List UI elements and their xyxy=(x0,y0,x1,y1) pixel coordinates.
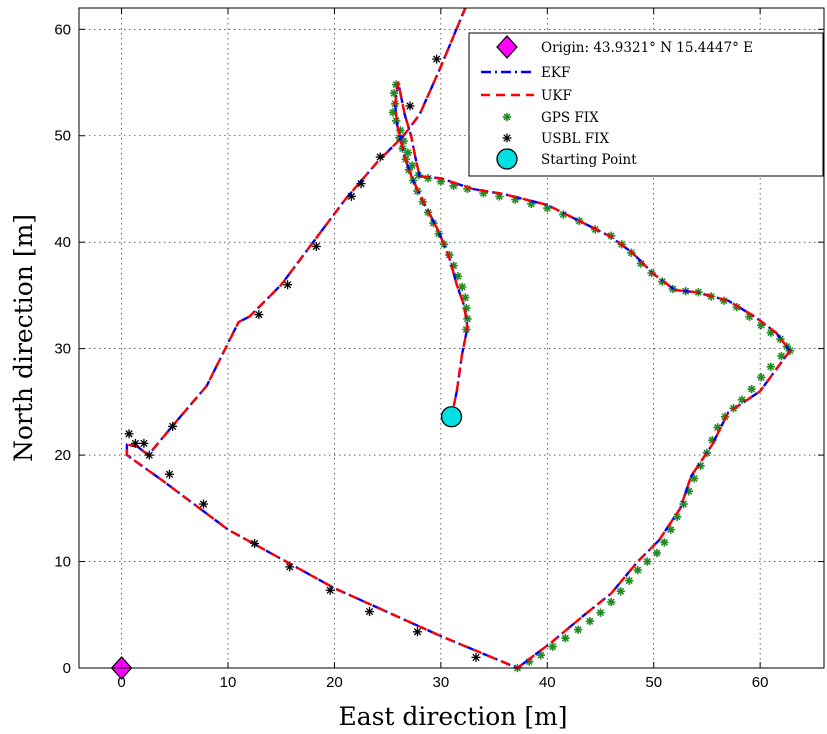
legend-entry-ekf: EKF xyxy=(481,65,570,81)
y-tick-label: 60 xyxy=(54,21,71,38)
starting-point-marker xyxy=(440,406,463,428)
gps-fix-point xyxy=(463,314,472,324)
x-tick-label: 30 xyxy=(433,674,450,691)
legend-label: Origin: 43.9321° N 15.4447° E xyxy=(541,40,753,56)
usbl-fix-point xyxy=(471,652,481,662)
gps-fix-point xyxy=(561,633,570,643)
gps-fix-point xyxy=(747,384,756,394)
legend: Origin: 43.9321° N 15.4447° E EKF UKF GPS F… xyxy=(468,32,824,177)
legend-entry-usbl: USBL FIX xyxy=(502,131,610,147)
gps-fix-point xyxy=(660,538,669,547)
x-tick-label: 50 xyxy=(645,674,662,691)
gps-fix-point xyxy=(633,565,642,575)
gps-fix-point xyxy=(757,373,766,382)
axis-ticks: 0 10 20 30 40 50 60 0 10 20 30 40 50 60 xyxy=(54,8,824,691)
usbl-fix-point xyxy=(130,438,140,448)
gps-fix-point xyxy=(596,608,605,617)
usbl-fix-point xyxy=(412,627,422,637)
usbl-fix-point xyxy=(356,179,366,189)
gps-fix-point xyxy=(606,597,616,607)
legend-label: EKF xyxy=(541,65,570,81)
x-tick-label: 0 xyxy=(117,674,125,691)
usbl-fix-point xyxy=(144,450,154,460)
gps-fix-point xyxy=(585,616,595,626)
usbl-fix-point xyxy=(199,499,209,509)
usbl-fix-point xyxy=(124,429,134,439)
gps-fix-point xyxy=(625,576,634,585)
gps-fix-point xyxy=(543,203,552,213)
usbl-fix-point xyxy=(250,538,260,548)
usbl-fix-point xyxy=(164,469,174,479)
gps-fix-point xyxy=(548,642,557,651)
gps-fix-point xyxy=(457,282,467,292)
asterisk-icon xyxy=(502,133,512,143)
y-tick-label: 10 xyxy=(54,554,71,571)
y-tick-label: 30 xyxy=(54,341,71,358)
gps-fix-point xyxy=(403,148,413,157)
x-tick-label: 40 xyxy=(539,674,556,691)
gps-fix-point xyxy=(652,548,662,558)
x-axis-label: East direction [m] xyxy=(338,702,567,731)
usbl-fix-point xyxy=(311,241,321,251)
gps-fix-point xyxy=(462,303,471,313)
gps-fix-point xyxy=(423,174,433,183)
usbl-fix-point xyxy=(139,438,149,448)
gps-fix-point xyxy=(616,587,625,596)
usbl-fix-point xyxy=(432,54,442,64)
legend-box xyxy=(468,32,824,177)
legend-entry-origin: Origin: 43.9321° N 15.4447° E xyxy=(496,35,753,59)
diamond-icon xyxy=(496,35,518,59)
legend-entry-ukf: UKF xyxy=(481,88,572,104)
legend-entry-start: Starting Point xyxy=(496,148,637,170)
legend-label: UKF xyxy=(541,88,572,104)
ukf-line xyxy=(125,7,792,670)
usbl-fix-point xyxy=(405,101,415,111)
usbl-fix-point xyxy=(283,280,293,290)
usbl-fix-point xyxy=(168,421,178,431)
circle-icon xyxy=(496,148,518,170)
usbl-fix-point xyxy=(254,310,264,320)
legend-label: GPS FIX xyxy=(541,110,599,126)
axes-frame xyxy=(78,7,825,669)
x-tick-label: 60 xyxy=(752,674,769,691)
x-tick-label: 20 xyxy=(326,674,343,691)
x-tick-label: 10 xyxy=(220,674,237,691)
gps-fix-point xyxy=(573,625,583,634)
usbl-fix-point xyxy=(325,585,335,595)
gps-fix-point xyxy=(766,362,775,371)
y-tick-label: 20 xyxy=(54,447,71,464)
y-tick-label: 50 xyxy=(54,128,71,145)
legend-label: USBL FIX xyxy=(541,131,610,147)
asterisk-icon xyxy=(502,112,512,122)
y-tick-label: 0 xyxy=(63,660,71,677)
usbl-fix-series xyxy=(124,54,481,662)
y-axis-label: North direction [m] xyxy=(9,214,38,462)
legend-entry-gps: GPS FIX xyxy=(502,110,599,126)
usbl-fix-point xyxy=(365,607,375,617)
usbl-fix-point xyxy=(375,152,385,162)
legend-label: Starting Point xyxy=(541,152,637,168)
usbl-fix-point xyxy=(346,191,356,201)
gps-fix-point xyxy=(672,512,682,522)
gps-fix-point xyxy=(777,351,786,361)
y-tick-label: 40 xyxy=(54,234,71,251)
gps-fix-point xyxy=(643,557,652,566)
plot-area xyxy=(110,7,795,680)
usbl-fix-point xyxy=(285,562,295,572)
